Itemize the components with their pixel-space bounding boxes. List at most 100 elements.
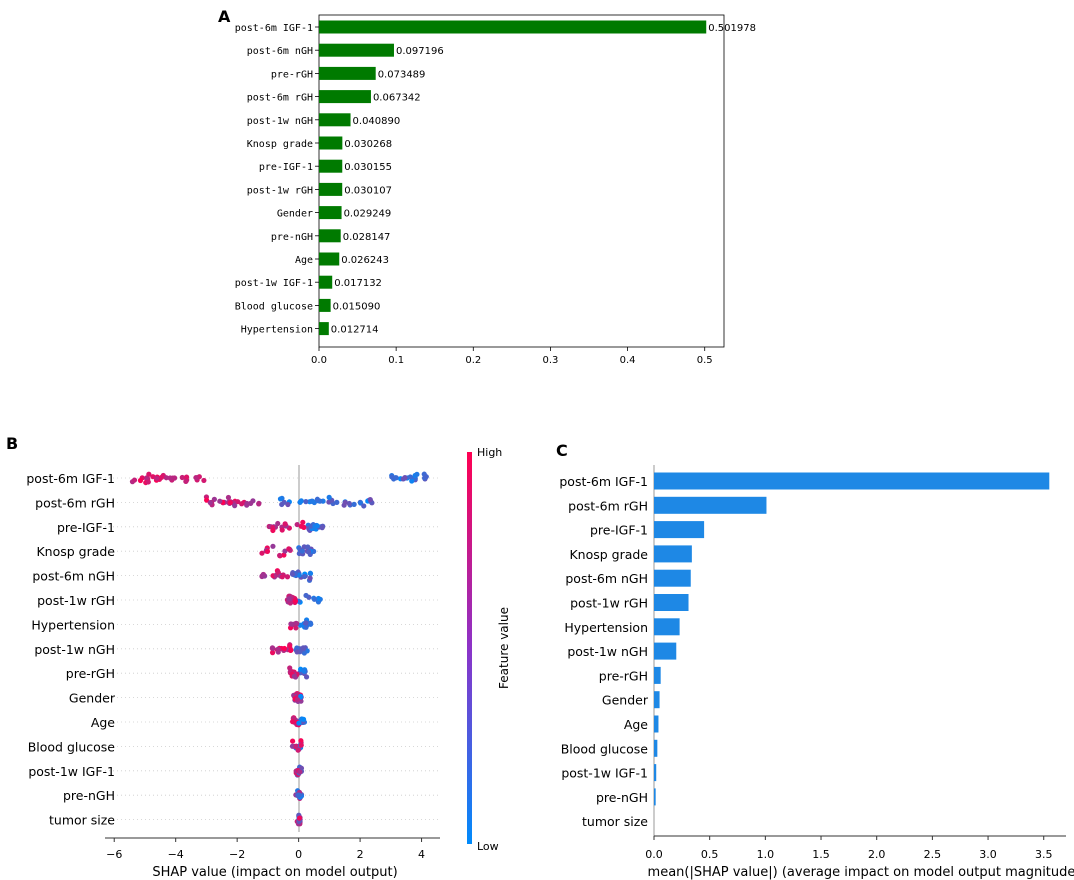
panel-c-category-label: Age xyxy=(624,717,648,732)
panel-b-shap-dot xyxy=(201,477,207,484)
panel-b-shap-dot xyxy=(217,498,223,504)
panel-a-value-label: 0.040890 xyxy=(353,116,401,127)
panel-a-category-label: post-6m IGF-1 xyxy=(235,23,313,34)
panel-b-shap-dot xyxy=(351,501,357,507)
panel-b-shap-dot xyxy=(270,527,276,534)
panel-a-bar xyxy=(319,252,340,266)
colorbar-title: Feature value xyxy=(497,607,511,689)
panel-a-category-label: pre-rGH xyxy=(271,69,313,80)
panel-b-shap-dot xyxy=(314,496,321,502)
panel-b-shap-dot xyxy=(204,497,210,503)
panel-b-shap-dot xyxy=(163,475,169,481)
colorbar-low-label: Low xyxy=(477,840,499,853)
panel-b-feature-label: post-1w rGH xyxy=(37,593,115,608)
panel-a-category-label: Knosp grade xyxy=(247,139,313,150)
panel-b-shap-dot xyxy=(279,527,285,533)
panel-b-shap-dot xyxy=(308,523,314,529)
panel-a-bar xyxy=(319,43,394,57)
panel-a-value-label: 0.501978 xyxy=(708,23,756,34)
panel-b-shap-dot xyxy=(244,500,250,507)
panel-b-shap-dot xyxy=(289,719,296,725)
panel-b-shap-dot xyxy=(159,474,165,480)
panel-c-bar xyxy=(654,545,692,563)
panel-b-shap-dot xyxy=(297,769,303,775)
panel-c-xtick-label: 3.5 xyxy=(1035,848,1053,861)
panel-a-value-label: 0.030107 xyxy=(344,185,392,196)
panel-c-xtick-label: 1.0 xyxy=(757,848,775,861)
panel-b-xlabel: SHAP value (impact on model output) xyxy=(152,865,397,880)
panel-b-shap-dot xyxy=(299,548,305,554)
panel-b-shap-dot xyxy=(342,499,348,505)
panel-b-shap-dot xyxy=(423,474,429,480)
panel-c-bar xyxy=(654,521,705,539)
panel-c-xtick-label: 0.0 xyxy=(645,848,663,861)
panel-b-shap-dot xyxy=(298,523,304,529)
panel-b-shap-dot xyxy=(303,499,309,505)
colorbar-high-label: High xyxy=(477,446,502,459)
panel-a-value-label: 0.029249 xyxy=(344,209,392,220)
panel-c-category-label: post-1w nGH xyxy=(567,644,648,659)
panel-b-shap-dot xyxy=(307,575,313,581)
panel-b-colorbar xyxy=(467,452,472,844)
panel-b-shap-dot xyxy=(281,552,287,558)
panel-b-shap-dot xyxy=(307,570,314,577)
panel-b-shap-dot xyxy=(207,500,213,506)
panel-b-shap-dot xyxy=(286,546,292,552)
panel-b-shap-dot xyxy=(282,521,288,527)
panel-b-xtick-label: 2 xyxy=(357,848,364,861)
panel-b-shap-dot xyxy=(407,474,413,480)
panel-c-category-label: pre-rGH xyxy=(599,668,648,683)
panel-c-xtick-label: 0.5 xyxy=(701,848,719,861)
panel-b-shap-dot xyxy=(145,479,151,485)
panel-b-shap-dot xyxy=(393,475,399,481)
panel-b-shap-dot xyxy=(289,743,296,749)
panel-b-shap-dot xyxy=(300,716,307,722)
panel-b-shap-dot xyxy=(171,475,178,481)
panel-b-shap-dot xyxy=(275,520,281,527)
panel-b-shap-dot xyxy=(307,621,314,627)
panel-a-category-label: post-6m nGH xyxy=(247,46,313,57)
panel-b-shap-dot xyxy=(281,645,288,652)
panel-a-value-label: 0.017132 xyxy=(334,278,382,289)
panel-a-value-label: 0.026243 xyxy=(341,255,389,266)
panel-c-bar xyxy=(654,715,659,733)
panel-a-category-label: Gender xyxy=(277,209,313,220)
panel-b-feature-label: Age xyxy=(91,715,115,730)
panel-a-bar xyxy=(319,136,343,150)
panel-b-shap-dot xyxy=(239,501,245,507)
panel-b-shap-dot xyxy=(294,649,300,655)
panel-a-category-label: post-6m rGH xyxy=(247,93,313,104)
panel-a-bar xyxy=(319,20,707,34)
panel-b-shap-dot xyxy=(287,665,293,671)
panel-b-shap-dot xyxy=(288,621,294,627)
panel-a-category-label: Blood glucose xyxy=(235,301,313,312)
panel-b-feature-label: post-1w nGH xyxy=(34,642,115,657)
panel-b-shap-dot xyxy=(227,499,233,506)
panel-b-shap-dot xyxy=(298,742,304,748)
panel-b-feature-label: tumor size xyxy=(49,813,115,828)
panel-letter-a: A xyxy=(218,7,231,26)
panel-b-shap-dot xyxy=(414,471,420,477)
panel-b-shap-dot xyxy=(292,598,299,604)
panel-c-category-label: pre-nGH xyxy=(596,790,648,805)
panel-a-category-label: pre-nGH xyxy=(271,232,313,243)
panel-c-bar xyxy=(654,788,656,806)
panel-a-category-label: Hypertension xyxy=(241,325,313,336)
panel-b-shap-dot xyxy=(287,643,293,649)
panel-b-shap-dot xyxy=(346,500,352,507)
panel-b-feature-label: Gender xyxy=(69,691,116,706)
panel-c-category-label: post-1w rGH xyxy=(570,596,648,611)
panel-c-category-label: Gender xyxy=(602,693,649,708)
panel-b-shap-dot xyxy=(298,693,304,699)
panel-a-xtick-label: 0.0 xyxy=(311,355,327,366)
panel-c-bar xyxy=(654,618,680,636)
panel-a-category-label: post-1w nGH xyxy=(247,116,313,127)
panel-b-shap-dot xyxy=(305,544,311,550)
panel-b-shap-dot xyxy=(367,496,373,503)
panel-b-shap-beeswarm: post-6m IGF-1 post-6m rGH pre-IGF-1 Knosp g… xyxy=(26,446,511,880)
panel-b-shap-dot xyxy=(315,595,322,602)
panel-b-shap-dot xyxy=(293,625,299,631)
panel-a-bar-chart: post-6m IGF-1 0.501978 post-6m nGH 0.097196… xyxy=(235,14,756,366)
panel-b-xtick-label: −4 xyxy=(168,848,184,861)
